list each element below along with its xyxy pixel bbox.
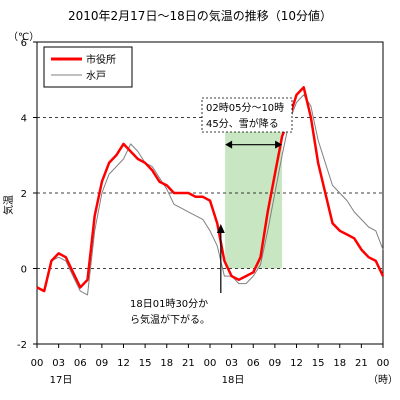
x-tick-label-1: 03 (52, 358, 65, 369)
series-layer (36, 86, 385, 296)
legend-label-shitakusho: 市役所 (86, 53, 116, 66)
snow-annotation: 02時05分～10時 45分、雪が降る (201, 97, 293, 149)
x-tick-label-2: 06 (74, 358, 87, 369)
snow-annotation-box (201, 97, 293, 133)
legend-label-mito: 水戸 (86, 70, 106, 82)
x-tick-label-5: 15 (139, 358, 152, 369)
drop-annotation-line2: ら気温が下がる。 (130, 313, 210, 326)
x-end-unit: （時） (368, 374, 398, 386)
x-tick-label-12: 12 (290, 358, 303, 369)
y-tick-labels: 6 4 2 0 -2 (17, 38, 37, 351)
x-tick-label-15: 21 (355, 358, 368, 369)
x-tick-label-3: 09 (96, 358, 109, 369)
x-tick-labels: 00 03 06 09 12 15 18 21 00 03 06 09 12 15 18 21 00 (31, 344, 390, 369)
x-tick-label-13: 15 (312, 358, 325, 369)
series-line-shitakusho (36, 86, 385, 293)
unit-label: （℃） (8, 31, 39, 43)
day-label-17: 17日 (50, 375, 73, 386)
x-tick-label-14: 18 (333, 358, 346, 369)
x-tick-label-10: 06 (247, 358, 260, 369)
x-tick-label-7: 21 (182, 358, 195, 369)
drop-arrow-head (216, 224, 225, 233)
series-line-mito (51, 94, 384, 296)
gridlines (37, 117, 383, 269)
x-tick-label-8: 00 (204, 358, 217, 369)
x-tick-label-4: 12 (117, 358, 130, 369)
drop-annotation: 18日01時30分か ら気温が下がる。 (125, 224, 235, 328)
snow-annotation-line2: 45分、雪が降る (206, 117, 279, 130)
snow-arrow-right-head (275, 140, 283, 149)
snow-arrow-left-head (225, 140, 233, 149)
day-label-18: 18日 (222, 375, 245, 386)
y-tick-label-0: 6 (21, 38, 27, 49)
y-axis-label: 気温 (2, 195, 15, 215)
snow-annotation-line1: 02時05分～10時 (206, 102, 284, 114)
y-tick-label-1: 4 (21, 114, 27, 125)
y-tick-label-4: -2 (17, 340, 27, 351)
x-tick-label-11: 09 (269, 358, 282, 369)
x-tick-label-9: 03 (225, 358, 238, 369)
chart-title: 2010年2月17日～18日の気温の推移（10分値） (68, 8, 332, 23)
x-tick-label-6: 18 (160, 358, 173, 369)
drop-annotation-box (125, 294, 235, 328)
x-tick-label-0: 00 (31, 358, 44, 369)
y-tick-label-3: 0 (21, 265, 27, 276)
drop-annotation-line1: 18日01時30分か (130, 298, 208, 310)
x-tick-label-16: 00 (377, 358, 390, 369)
legend: 市役所 水戸 (43, 46, 133, 88)
legend-box (43, 46, 133, 88)
y-tick-label-2: 2 (21, 189, 27, 200)
